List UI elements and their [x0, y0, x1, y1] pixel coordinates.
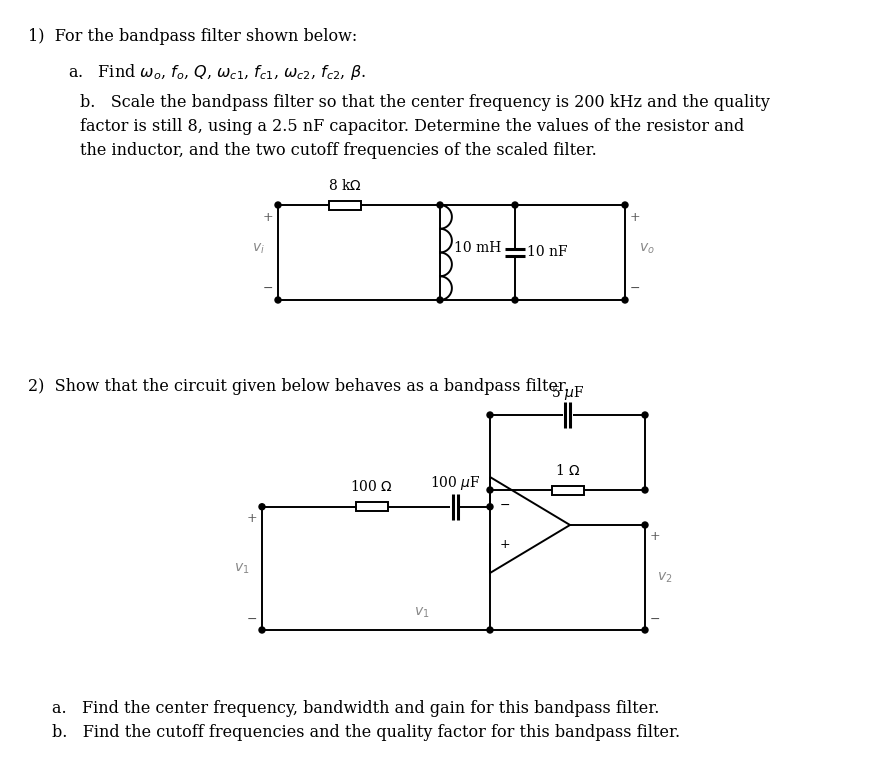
- Text: $v_o$: $v_o$: [639, 242, 655, 255]
- Text: 8 k$\Omega$: 8 k$\Omega$: [328, 178, 362, 193]
- Circle shape: [622, 297, 628, 303]
- Text: 100 $\Omega$: 100 $\Omega$: [350, 479, 394, 494]
- Bar: [356, 502, 388, 512]
- Text: $-$: $-$: [246, 612, 258, 625]
- Circle shape: [487, 627, 493, 633]
- Text: +: +: [650, 530, 661, 543]
- Circle shape: [259, 627, 265, 633]
- Text: 10 nF: 10 nF: [527, 245, 567, 259]
- Bar: [329, 200, 361, 209]
- Text: b.   Find the cutoff frequencies and the quality factor for this bandpass filter: b. Find the cutoff frequencies and the q…: [52, 724, 680, 741]
- Circle shape: [622, 202, 628, 208]
- Text: $-$: $-$: [262, 281, 274, 294]
- Text: factor is still 8, using a 2.5 nF capacitor. Determine the values of the resisto: factor is still 8, using a 2.5 nF capaci…: [80, 118, 744, 135]
- Text: 2)  Show that the circuit given below behaves as a bandpass filter.: 2) Show that the circuit given below beh…: [28, 378, 569, 395]
- Circle shape: [512, 297, 518, 303]
- Text: $-$: $-$: [499, 499, 510, 512]
- Text: $v_i$: $v_i$: [252, 242, 264, 255]
- Circle shape: [437, 297, 443, 303]
- Text: $v_1$: $v_1$: [414, 606, 429, 620]
- Circle shape: [642, 522, 648, 528]
- Circle shape: [512, 202, 518, 208]
- Text: $v_2$: $v_2$: [657, 571, 673, 584]
- Circle shape: [275, 202, 281, 208]
- Text: the inductor, and the two cutoff frequencies of the scaled filter.: the inductor, and the two cutoff frequen…: [80, 142, 597, 159]
- Circle shape: [275, 297, 281, 303]
- Text: $v_1$: $v_1$: [235, 561, 250, 575]
- Circle shape: [487, 504, 493, 510]
- Text: 100 $\mu$F: 100 $\mu$F: [429, 474, 480, 492]
- Circle shape: [642, 627, 648, 633]
- Circle shape: [259, 504, 265, 510]
- Text: $-$: $-$: [629, 281, 641, 294]
- Circle shape: [437, 202, 443, 208]
- Circle shape: [487, 412, 493, 418]
- Text: 1 $\Omega$: 1 $\Omega$: [555, 463, 581, 478]
- Text: 10 mH: 10 mH: [454, 242, 501, 255]
- Text: b.   Scale the bandpass filter so that the center frequency is 200 kHz and the q: b. Scale the bandpass filter so that the…: [80, 94, 770, 111]
- Circle shape: [487, 487, 493, 493]
- Text: a.   Find $\omega_o$, $f_o$, $Q$, $\omega_{c1}$, $f_{c1}$, $\omega_{c2}$, $f_{c2: a. Find $\omega_o$, $f_o$, $Q$, $\omega_…: [68, 62, 366, 82]
- Text: a.   Find the center frequency, bandwidth and gain for this bandpass filter.: a. Find the center frequency, bandwidth …: [52, 700, 660, 717]
- Text: $+$: $+$: [499, 538, 510, 551]
- Text: 5 $\mu$F: 5 $\mu$F: [551, 384, 584, 402]
- Circle shape: [642, 487, 648, 493]
- Text: +: +: [262, 211, 273, 224]
- Text: +: +: [246, 512, 257, 525]
- Text: +: +: [629, 211, 640, 224]
- Text: $-$: $-$: [650, 612, 661, 625]
- Bar: [551, 486, 583, 495]
- Circle shape: [642, 412, 648, 418]
- Text: 1)  For the bandpass filter shown below:: 1) For the bandpass filter shown below:: [28, 28, 357, 45]
